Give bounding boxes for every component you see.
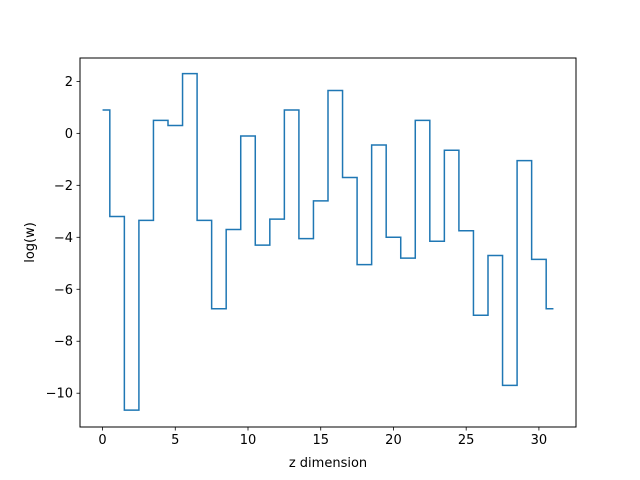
x-tick-label: 25	[458, 433, 475, 448]
x-tick-label: 0	[98, 433, 106, 448]
series-line-0	[102, 72, 554, 411]
x-tick-label: 5	[171, 433, 179, 448]
x-axis-label: z dimension	[289, 456, 367, 471]
y-tick-label: −10	[46, 387, 73, 402]
y-tick-label: 0	[65, 127, 73, 142]
x-tick-label: 30	[531, 433, 548, 448]
y-tick-label: −2	[54, 179, 73, 194]
y-tick-label: −4	[54, 231, 73, 246]
x-tick-label: 20	[385, 433, 402, 448]
y-axis-label: log(w)	[23, 222, 38, 263]
y-tick-label: −6	[54, 283, 73, 298]
y-tick-label: 2	[65, 75, 73, 90]
plot-area	[102, 72, 554, 411]
x-axis: 0 5 10 15 20 25 30	[98, 427, 547, 448]
x-tick-label: 10	[240, 433, 257, 448]
y-axis: −10 −8 −6 −4 −2 0 2	[46, 75, 80, 402]
x-tick-label: 15	[312, 433, 329, 448]
y-tick-label: −8	[54, 335, 73, 350]
axes-frame	[79, 57, 577, 428]
